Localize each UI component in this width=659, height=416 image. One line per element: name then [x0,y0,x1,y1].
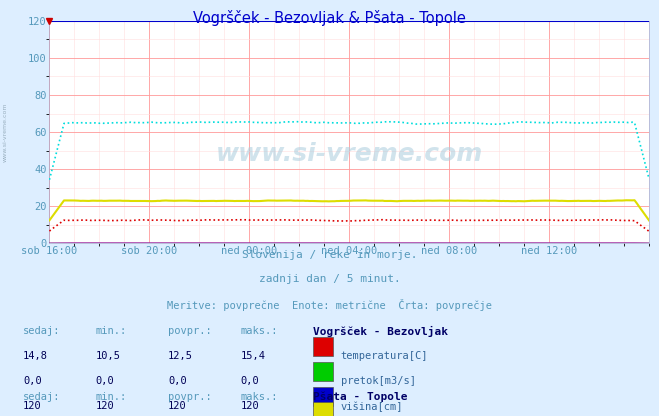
Text: Slovenija / reke in morje.: Slovenija / reke in morje. [242,250,417,260]
Text: 0,0: 0,0 [168,376,186,386]
Text: min.:: min.: [96,392,127,402]
Text: Meritve: povprečne  Enote: metrične  Črta: povprečje: Meritve: povprečne Enote: metrične Črta:… [167,299,492,311]
Text: maks.:: maks.: [241,326,278,336]
Text: temperatura[C]: temperatura[C] [341,351,428,361]
Text: 120: 120 [168,401,186,411]
Text: sedaj:: sedaj: [23,392,61,402]
Bar [313,337,333,356]
Text: višina[cm]: višina[cm] [341,401,403,412]
Text: sedaj:: sedaj: [23,326,61,336]
Text: 14,8: 14,8 [23,351,48,361]
Text: 12,5: 12,5 [168,351,193,361]
Text: min.:: min.: [96,326,127,336]
Text: Vogršček - Bezovljak: Vogršček - Bezovljak [313,326,448,337]
Text: Vogršček - Bezovljak & Pšata - Topole: Vogršček - Bezovljak & Pšata - Topole [193,10,466,26]
Text: 0,0: 0,0 [241,376,259,386]
Text: pretok[m3/s]: pretok[m3/s] [341,376,416,386]
Text: povpr.:: povpr.: [168,326,212,336]
Text: 120: 120 [241,401,259,411]
Text: zadnji dan / 5 minut.: zadnji dan / 5 minut. [258,275,401,285]
Text: 120: 120 [23,401,42,411]
Text: 10,5: 10,5 [96,351,121,361]
Text: www.si-vreme.com: www.si-vreme.com [215,142,483,166]
Text: Pšata - Topole: Pšata - Topole [313,392,407,402]
Bar [313,402,333,416]
Text: 15,4: 15,4 [241,351,266,361]
Text: maks.:: maks.: [241,392,278,402]
Text: 0,0: 0,0 [96,376,114,386]
Text: www.si-vreme.com: www.si-vreme.com [3,102,8,162]
Bar [313,362,333,381]
Bar [313,386,333,406]
Text: 120: 120 [96,401,114,411]
Text: povpr.:: povpr.: [168,392,212,402]
Text: 0,0: 0,0 [23,376,42,386]
